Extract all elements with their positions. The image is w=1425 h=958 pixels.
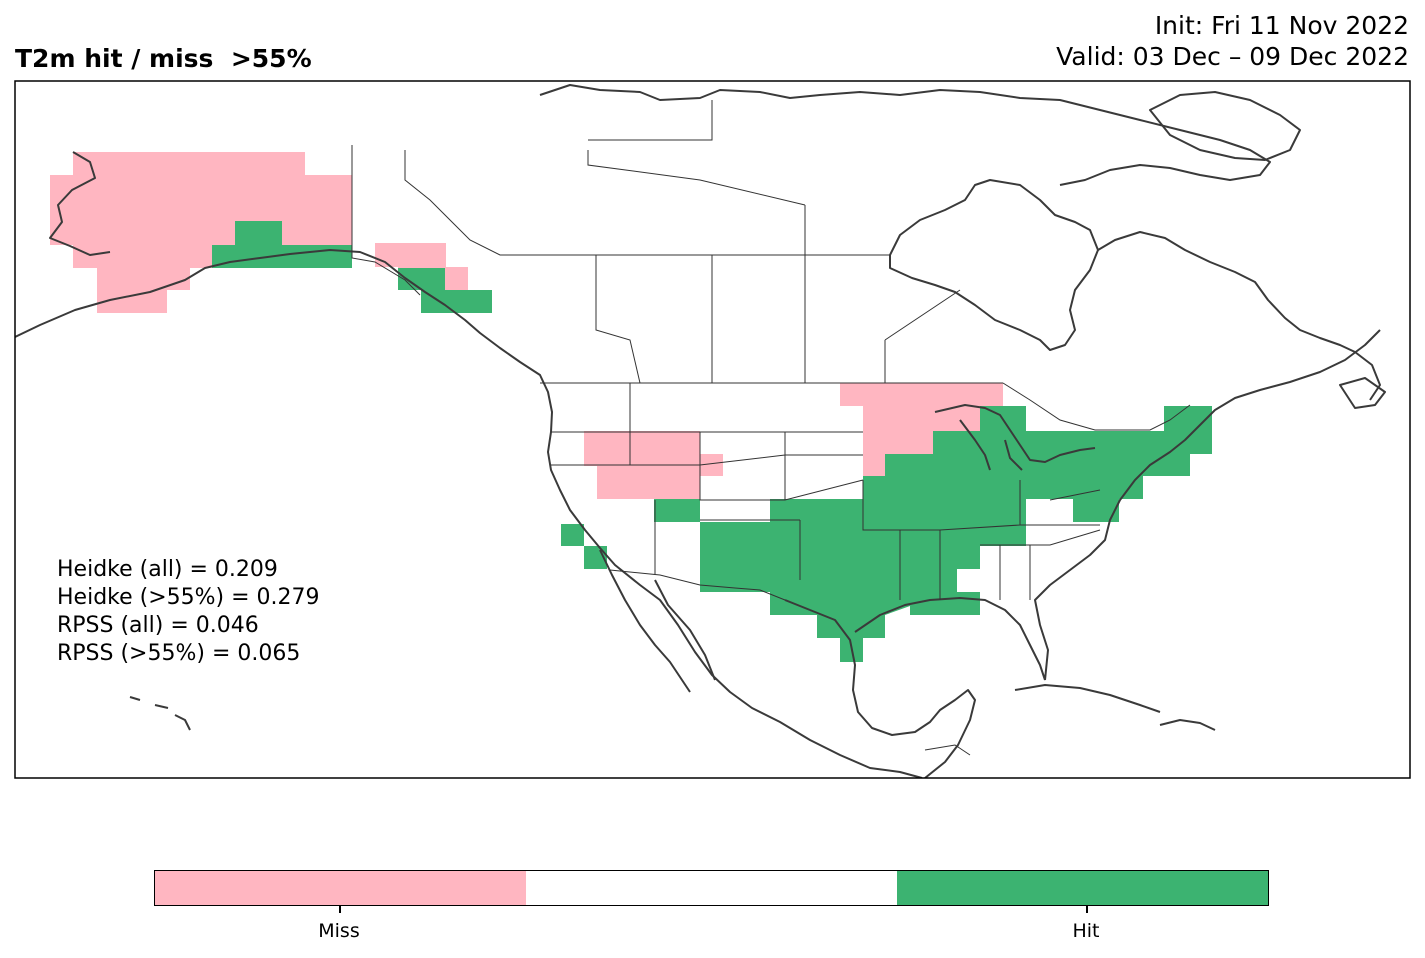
hispaniola <box>1159 719 1216 731</box>
central-america-borders <box>924 744 971 756</box>
miss-region-alaska <box>50 152 352 313</box>
political-borders <box>351 100 1191 756</box>
skill-scores: Heidke (all) = 0.209 Heidke (>55%) = 0.2… <box>57 556 320 668</box>
great-lakes <box>934 404 1096 471</box>
date-info: Init: Fri 11 Nov 2022 Valid: 03 Dec – 09… <box>1056 10 1409 72</box>
gulf-coast <box>784 599 976 778</box>
hawaii <box>129 696 191 731</box>
colorbar <box>154 870 1269 906</box>
hit-regions <box>212 221 1212 662</box>
valid-range: Valid: 03 Dec – 09 Dec 2022 <box>1056 42 1409 71</box>
east-coast <box>1034 329 1381 681</box>
canada-provinces <box>404 100 961 384</box>
us-mexico-border <box>609 569 786 601</box>
us-canada-border <box>540 382 1191 431</box>
stat-heidke-55: Heidke (>55%) = 0.279 <box>57 585 320 610</box>
coastlines <box>15 84 1386 778</box>
arctic-archipelago <box>539 84 1271 186</box>
map-frame <box>14 80 1411 779</box>
alaska-canada-border <box>351 145 421 296</box>
colorbar-neutral <box>526 871 897 905</box>
miss-region-bc-coast <box>375 243 468 290</box>
north-america-coast <box>15 249 923 778</box>
stat-rpss-55: RPSS (>55%) = 0.065 <box>57 641 301 666</box>
baja-california <box>599 549 716 693</box>
colorbar-miss <box>155 871 526 905</box>
colorbar-tick-hit <box>1086 906 1088 913</box>
colorbar-label-miss: Miss <box>318 920 360 942</box>
newfoundland <box>1339 377 1386 409</box>
colorbar-tick-miss <box>339 906 341 913</box>
labrador-coast <box>1097 231 1381 401</box>
colorbar-hit <box>897 871 1268 905</box>
hit-region-se-alaska <box>398 268 492 313</box>
hit-region-socal-1 <box>561 524 584 546</box>
colorbar-label-hit: Hit <box>1072 920 1100 942</box>
map-title: T2m hit / miss >55% <box>15 44 312 73</box>
miss-regions <box>50 152 1003 499</box>
hudson-bay <box>889 179 1099 351</box>
us-states <box>551 383 1101 600</box>
stat-heidke-all: Heidke (all) = 0.209 <box>57 557 278 582</box>
cuba <box>1014 684 1161 713</box>
hit-region-central-eastern-us <box>700 406 1212 662</box>
gulf-north-coast <box>854 597 1046 681</box>
alaska-west-coast <box>49 151 111 256</box>
baffin-island <box>1149 91 1301 161</box>
init-date: Init: Fri 11 Nov 2022 <box>1154 11 1409 40</box>
stat-rpss-all: RPSS (all) = 0.046 <box>57 613 259 638</box>
hit-region-south-alaska <box>212 221 352 268</box>
hit-region-arizona <box>654 499 700 522</box>
